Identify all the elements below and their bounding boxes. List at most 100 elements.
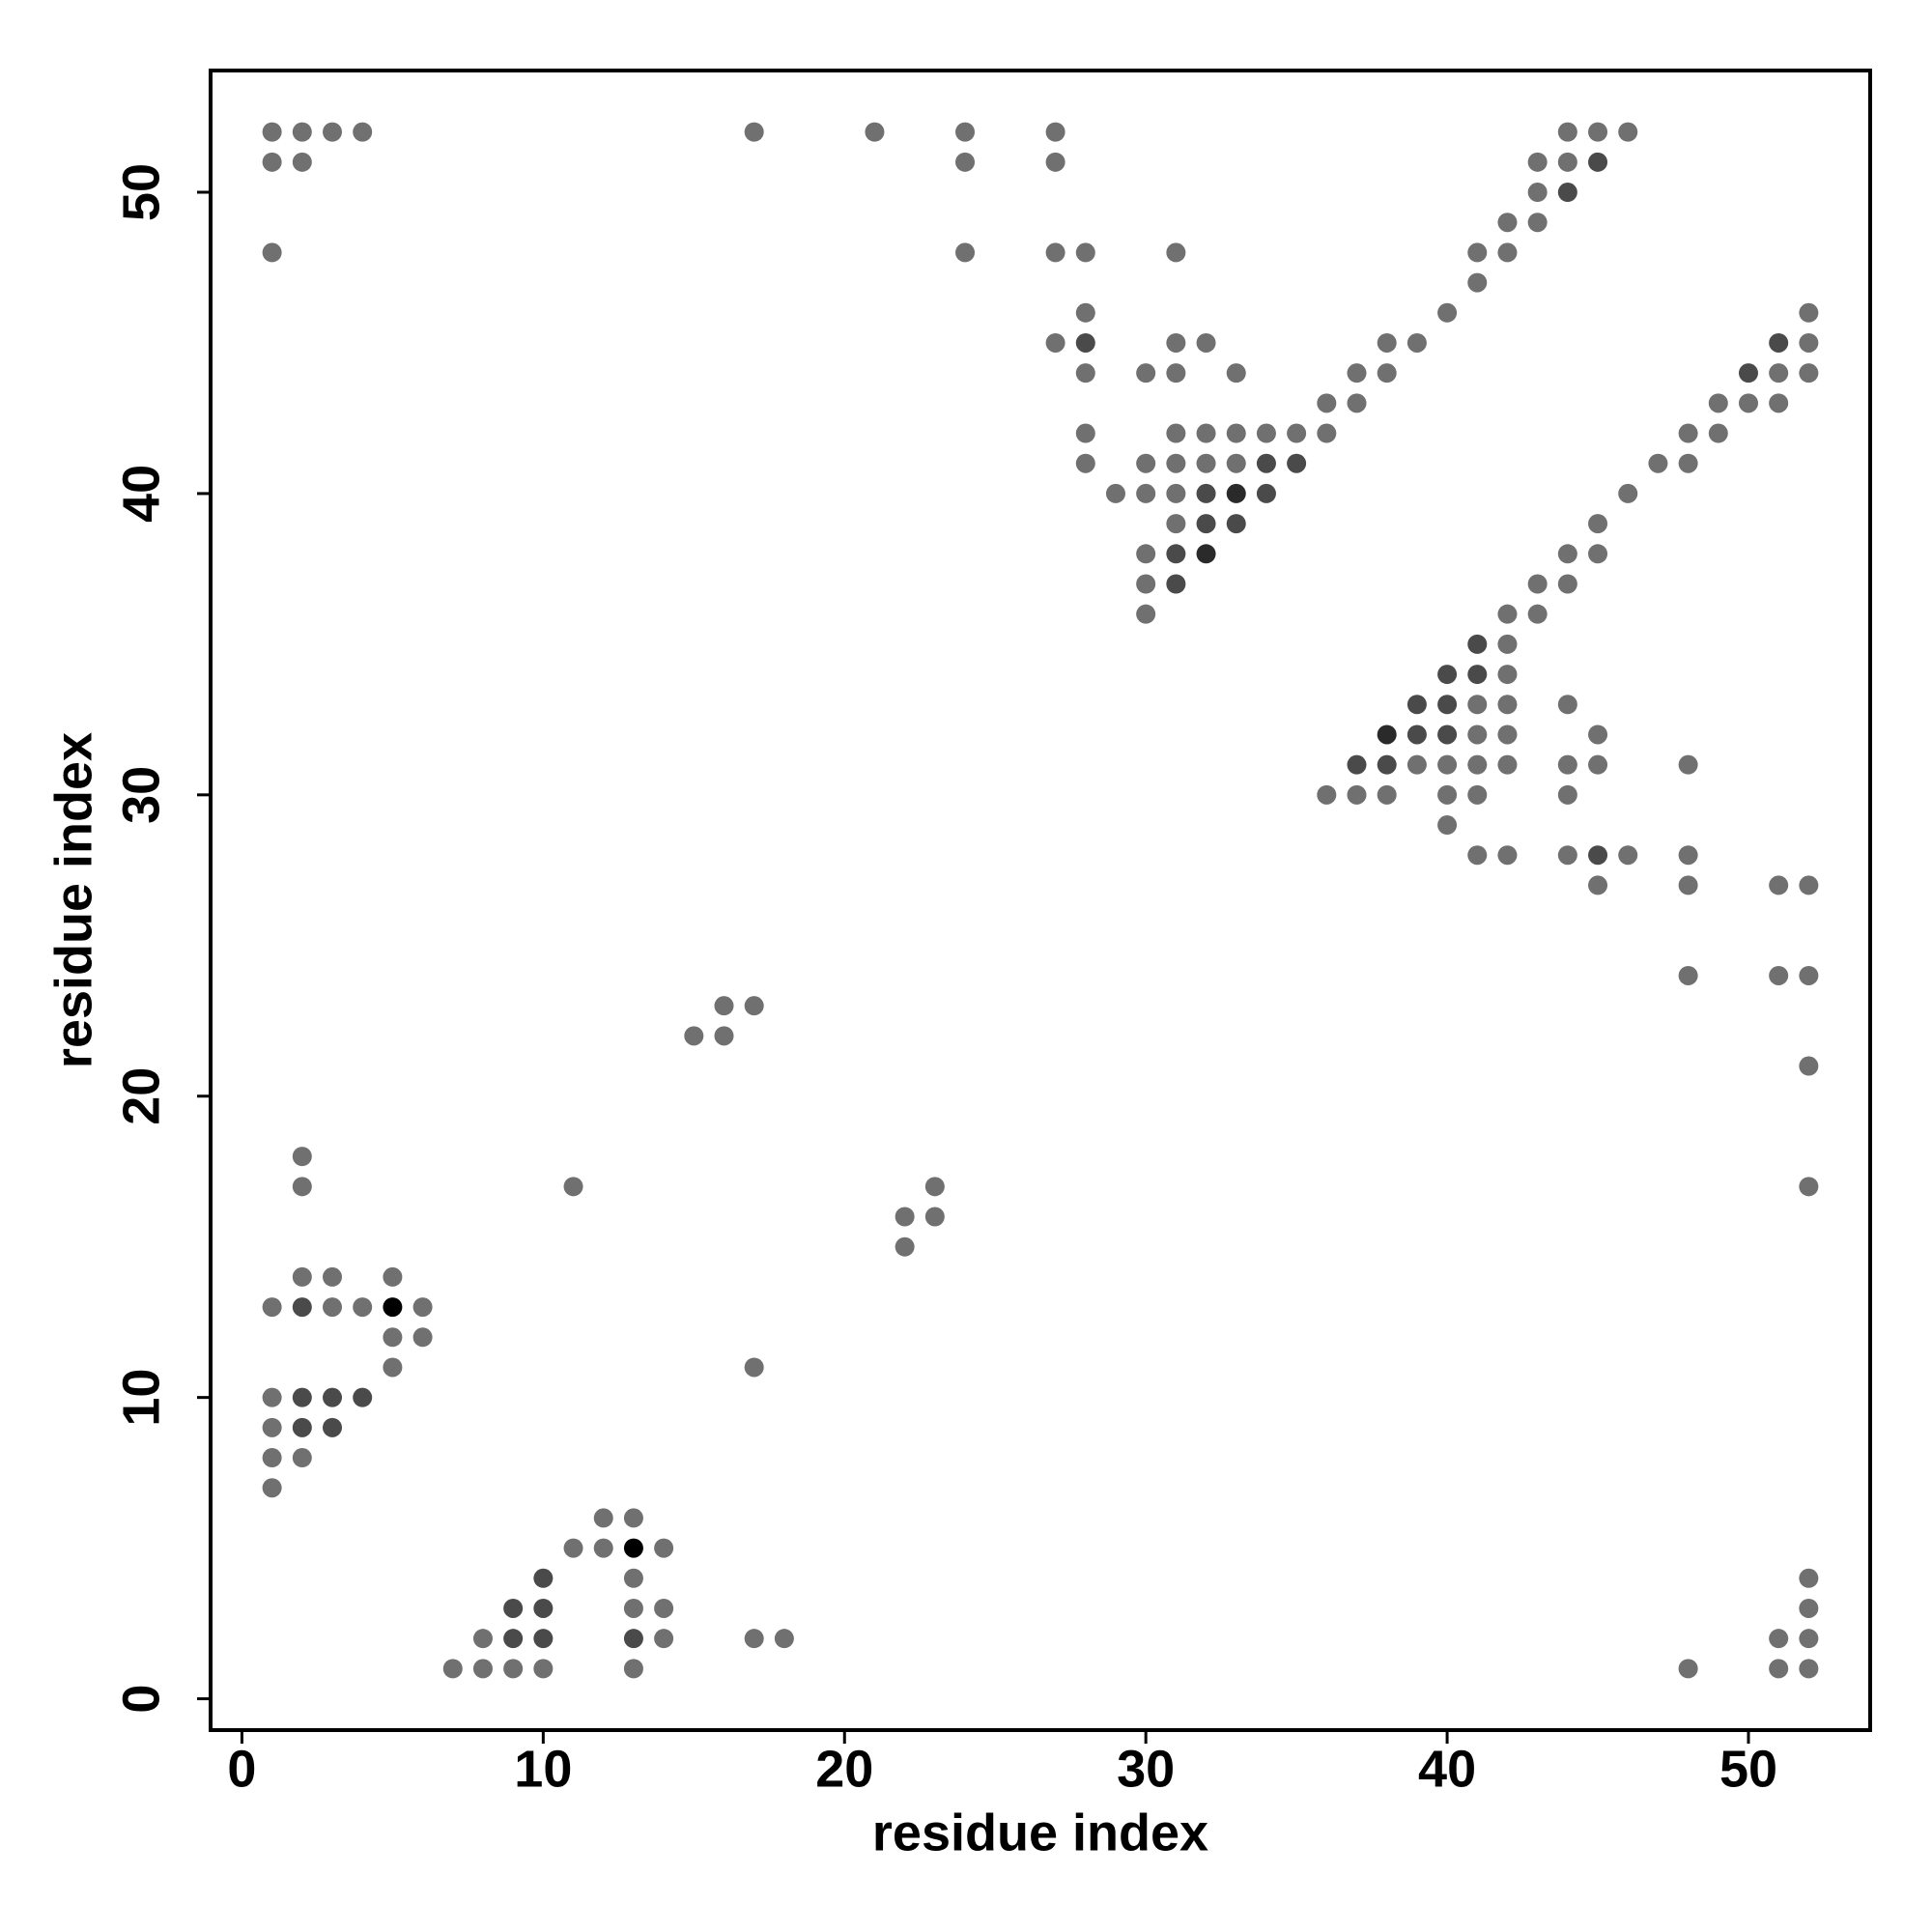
point: [895, 1207, 915, 1227]
point: [292, 1448, 312, 1468]
point: [1497, 665, 1518, 685]
point: [654, 1538, 674, 1558]
point: [895, 1236, 915, 1257]
point: [292, 1177, 312, 1197]
point: [1196, 332, 1216, 353]
point: [1166, 514, 1186, 534]
point: [563, 1538, 583, 1558]
point: [1769, 332, 1789, 353]
point: [1136, 363, 1156, 384]
y-tick-label: 40: [112, 465, 170, 523]
point: [955, 152, 976, 172]
point: [1075, 363, 1095, 384]
x-tick-label: 50: [1719, 1740, 1777, 1798]
point: [1166, 453, 1186, 473]
point: [412, 1297, 433, 1318]
point: [442, 1659, 463, 1679]
point: [533, 1598, 554, 1618]
point: [593, 1538, 613, 1558]
point: [262, 1478, 282, 1498]
point: [1045, 332, 1065, 353]
point: [1136, 453, 1156, 473]
point: [1437, 815, 1458, 836]
point: [1467, 272, 1488, 293]
point: [1226, 363, 1246, 384]
point: [1287, 453, 1307, 473]
point: [1467, 754, 1488, 775]
point: [1799, 1177, 1819, 1197]
point: [1708, 423, 1728, 443]
point: [1226, 483, 1246, 503]
point: [1678, 965, 1698, 985]
point: [1799, 965, 1819, 985]
point: [1226, 514, 1246, 534]
point: [865, 122, 885, 142]
point: [1678, 875, 1698, 895]
point: [1075, 423, 1095, 443]
point: [1377, 784, 1397, 805]
point: [323, 1417, 343, 1437]
point: [1588, 845, 1608, 866]
point: [1075, 242, 1095, 263]
point: [654, 1598, 674, 1618]
point: [1467, 695, 1488, 715]
point: [1075, 453, 1095, 473]
point: [1377, 754, 1397, 775]
point: [292, 1417, 312, 1437]
point: [1678, 845, 1698, 866]
point: [1678, 754, 1698, 775]
point: [1437, 695, 1458, 715]
point: [1136, 544, 1156, 564]
point: [1799, 332, 1819, 353]
point: [1256, 483, 1276, 503]
point: [1467, 634, 1488, 654]
point: [623, 1659, 643, 1679]
point: [1136, 483, 1156, 503]
point: [1678, 1659, 1698, 1679]
point: [262, 1297, 282, 1318]
point: [1196, 453, 1216, 473]
point: [1075, 332, 1095, 353]
point: [1799, 1568, 1819, 1588]
plot-frame: [209, 69, 1872, 1732]
y-tick-label: 50: [112, 163, 170, 221]
point: [1437, 724, 1458, 745]
point: [1196, 483, 1216, 503]
point: [1527, 604, 1548, 624]
point: [323, 1387, 343, 1407]
x-tick-label: 30: [1117, 1740, 1175, 1798]
point: [503, 1659, 524, 1679]
point: [1467, 242, 1488, 263]
point: [623, 1568, 643, 1588]
point: [383, 1357, 403, 1378]
point: [744, 996, 764, 1016]
x-tick-label: 0: [227, 1740, 256, 1798]
point: [1377, 363, 1397, 384]
point: [1799, 1056, 1819, 1076]
point: [1557, 754, 1577, 775]
point: [1557, 544, 1577, 564]
point: [533, 1629, 554, 1649]
point: [1738, 363, 1758, 384]
point: [1075, 302, 1095, 323]
point: [292, 152, 312, 172]
point: [1497, 695, 1518, 715]
point: [1527, 183, 1548, 203]
point: [292, 122, 312, 142]
point: [623, 1598, 643, 1618]
point: [1347, 393, 1367, 413]
point: [774, 1629, 794, 1649]
point: [1769, 875, 1789, 895]
point: [623, 1508, 643, 1528]
point: [1769, 1659, 1789, 1679]
point: [323, 1266, 343, 1287]
point: [1166, 574, 1186, 594]
point: [1166, 483, 1186, 503]
point: [503, 1598, 524, 1618]
point: [1557, 574, 1577, 594]
point: [955, 242, 976, 263]
point: [1588, 724, 1608, 745]
point: [1226, 453, 1246, 473]
point: [1799, 875, 1819, 895]
